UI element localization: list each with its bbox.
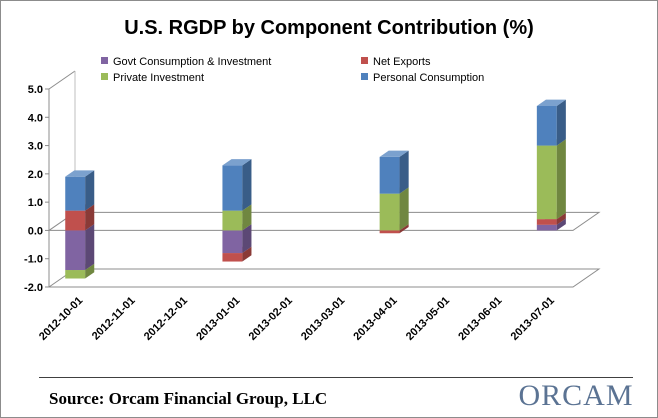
legend-swatch — [101, 73, 108, 80]
floor-plane — [47, 268, 601, 288]
logo-text: ORCAM — [518, 379, 634, 412]
bar-side — [399, 224, 409, 234]
x-tick-label: 2012-11-01 — [90, 295, 138, 343]
x-tick-label: 2013-02-01 — [247, 295, 295, 343]
bar-front — [379, 230, 400, 234]
y-tick-label: -1.0 — [24, 254, 43, 266]
bar-side — [85, 170, 95, 211]
y-axis-ticks: 5.0 4.0 3.0 2.0 1.0 0.0 -1.0 -2.0 — [24, 84, 49, 294]
legend-swatch — [361, 57, 368, 64]
bar-side — [85, 224, 95, 271]
bar-segment — [65, 224, 95, 271]
bar-segment — [379, 150, 409, 194]
bar-front — [536, 224, 557, 231]
bar-side — [242, 204, 252, 231]
y-tick-label: 3.0 — [28, 141, 43, 153]
bar-side — [85, 204, 95, 231]
x-tick-label: 2012-12-01 — [142, 295, 190, 343]
bar-side — [556, 218, 566, 231]
bar-front — [65, 210, 86, 231]
bar-front — [379, 156, 400, 194]
legend-swatch — [361, 73, 368, 80]
bar-side — [556, 212, 566, 225]
bar-side — [556, 99, 566, 146]
bar-top — [536, 99, 566, 106]
x-tick-label: 2013-01-01 — [194, 295, 242, 343]
x-tick-label: 2013-05-01 — [404, 295, 452, 343]
bar-top — [65, 170, 95, 177]
y-tick-label: 1.0 — [28, 197, 43, 209]
legend-label: Personal Consumption — [373, 72, 484, 84]
back-wall — [75, 71, 599, 269]
bar-top — [222, 159, 252, 166]
x-axis-ticks: 2012-10-01 2012-11-01 2012-12-01 2013-01-01… — [37, 295, 557, 343]
x-tick-label: 2013-03-01 — [299, 295, 347, 343]
bar-side — [399, 150, 409, 194]
bar-segment — [65, 170, 95, 211]
legend-label: Govt Consumption & Investment — [113, 56, 271, 68]
y-tick-label: 0.0 — [28, 225, 43, 237]
bar-front — [222, 165, 243, 211]
chart-title: U.S. RGDP by Component Contribution (%) — [124, 17, 534, 39]
plot-walls — [47, 70, 601, 288]
bar-front — [222, 230, 243, 254]
orcam-logo: ORCAM — [516, 377, 636, 415]
y-tick-label: 4.0 — [28, 112, 43, 124]
legend-label: Net Exports — [373, 56, 431, 68]
bar-front — [536, 219, 557, 225]
y-tick-label: -2.0 — [24, 282, 43, 294]
bar-front — [222, 253, 243, 262]
bar-front — [65, 270, 86, 279]
bar-side — [85, 263, 95, 279]
bar-side — [399, 187, 409, 231]
bars — [65, 99, 566, 279]
x-tick-label: 2012-10-01 — [37, 295, 85, 343]
footer-divider — [39, 377, 633, 378]
bar-segment — [222, 159, 252, 211]
y-axis-depth — [48, 70, 76, 90]
bar-segment — [536, 139, 566, 220]
bar-front — [536, 145, 557, 220]
legend-swatch — [101, 57, 108, 64]
bar-side — [242, 159, 252, 211]
y-tick-label: 5.0 — [28, 84, 43, 96]
bar-segment — [379, 187, 409, 231]
legend: Govt Consumption & Investment Net Exports… — [101, 56, 484, 84]
x-tick-label: 2013-04-01 — [351, 295, 399, 343]
x-tick-label: 2013-07-01 — [509, 295, 557, 343]
bar-front — [536, 105, 557, 146]
bar-top — [379, 150, 409, 157]
bar-front — [65, 176, 86, 211]
bar-front — [222, 210, 243, 231]
bar-side — [556, 139, 566, 220]
source-text: Source: Orcam Financial Group, LLC — [49, 389, 328, 408]
y-tick-label: 2.0 — [28, 169, 43, 181]
bar-side — [242, 224, 252, 254]
bar-segment — [536, 99, 566, 146]
bar-front — [379, 193, 400, 231]
bar-front — [65, 230, 86, 271]
legend-label: Private Investment — [113, 72, 204, 84]
bar-side — [242, 246, 252, 262]
x-tick-label: 2013-06-01 — [456, 295, 504, 343]
